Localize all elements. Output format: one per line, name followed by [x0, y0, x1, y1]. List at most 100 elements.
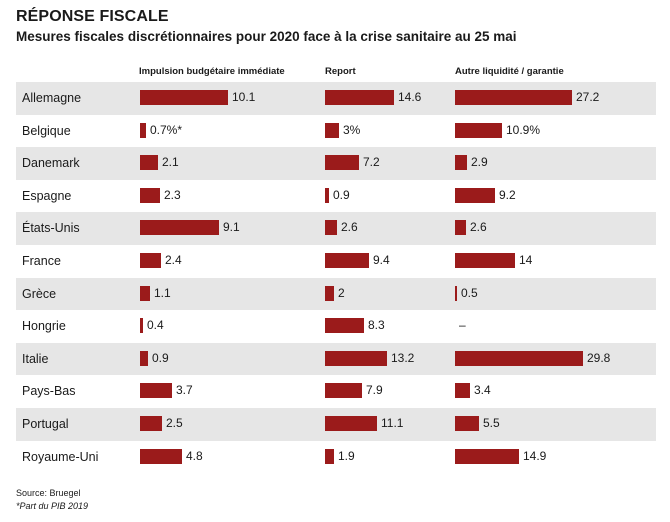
- bar-liquidite: [455, 122, 502, 138]
- value-label-impulsion: 0.7%*: [150, 122, 183, 137]
- bar-report: [325, 252, 369, 268]
- value-label-liquidite: 2.6: [470, 220, 487, 235]
- value-label-liquidite: 2.9: [471, 155, 488, 170]
- bar-liquidite: [455, 415, 479, 431]
- value-label-liquidite: 9.2: [499, 187, 516, 202]
- value-label-impulsion: 4.8: [186, 448, 203, 463]
- bar-report: [325, 285, 334, 301]
- value-label-report: 9.4: [373, 252, 390, 267]
- chart-rows: Allemagne 10.1 14.6 2 7.2 Belgique 0.7%* 3% 10.9…: [16, 82, 656, 473]
- value-label-report: 7.2: [363, 155, 380, 170]
- value-label-impulsion: 9.1: [223, 220, 240, 235]
- country-label: Hongrie: [22, 319, 66, 334]
- table-row: Grèce 1.1 2 0.5: [16, 277, 656, 311]
- value-label-liquidite: 3.4: [474, 383, 491, 398]
- country-label: France: [22, 253, 61, 268]
- bar-liquidite: [455, 252, 515, 268]
- bar-report: [325, 187, 329, 203]
- table-row: Danemark 2.1 7.2 2.9: [16, 147, 656, 180]
- value-label-liquidite: 10.9%: [506, 122, 541, 137]
- bar-liquidite: [455, 187, 495, 203]
- bar-report: [325, 383, 362, 399]
- bar-report: [325, 350, 387, 366]
- value-label-impulsion: 0.9: [152, 350, 169, 365]
- bar-impulsion: [140, 285, 150, 301]
- bar-liquidite: [455, 155, 467, 171]
- bar-report: [325, 448, 334, 464]
- value-label-liquidite: 5.5: [483, 415, 500, 430]
- bar-impulsion: [140, 415, 162, 431]
- table-row: États-Unis 9.1 2.6 2.6: [16, 212, 656, 245]
- footnote: *Part du PIB 2019: [16, 501, 89, 511]
- chart-title: RÉPONSE FISCALE: [16, 8, 169, 25]
- country-label: Danemark: [22, 156, 80, 171]
- bar-liquidite: [455, 448, 519, 464]
- value-label-report: 13.2: [391, 350, 415, 365]
- country-label: Royaume-Uni: [22, 449, 99, 464]
- bar-liquidite: [455, 285, 457, 301]
- bar-report: [325, 220, 337, 236]
- column-header-liquidite: Autre liquidité / garantie: [455, 66, 564, 77]
- value-label-liquidite: 14: [519, 252, 533, 267]
- bar-impulsion: [140, 187, 160, 203]
- value-label-impulsion: 2.4: [165, 252, 182, 267]
- bar-liquidite: [455, 220, 466, 236]
- table-row: Allemagne 10.1 14.6 27.2: [16, 82, 656, 115]
- table-row: France 2.4 9.4 14: [16, 245, 656, 278]
- bar-impulsion: [140, 350, 148, 366]
- table-row: Pays-Bas 3.7 7.9 3.4: [16, 375, 656, 408]
- value-label-report: 7.9: [366, 383, 383, 398]
- country-label: Belgique: [22, 123, 71, 138]
- bar-impulsion: [140, 448, 182, 464]
- country-label: Espagne: [22, 188, 72, 203]
- bar-impulsion: [140, 220, 219, 236]
- value-label-impulsion: 2.3: [164, 187, 181, 202]
- column-header-impulsion: Impulsion budgétaire immédiate: [139, 66, 285, 77]
- value-label-report: 8.3: [368, 318, 385, 333]
- value-label-report: 2: [338, 285, 345, 300]
- bar-report: [325, 318, 364, 334]
- bar-impulsion: [140, 318, 143, 334]
- value-label-impulsion: 2.1: [162, 155, 179, 170]
- value-label-liquidite: 29.8: [587, 350, 611, 365]
- source-note: Source: Bruegel: [16, 488, 81, 498]
- value-label-report: 14.6: [398, 90, 422, 104]
- table-row: Espagne 2.3 0.9 9.2: [16, 180, 656, 213]
- value-label-impulsion: 3.7: [176, 383, 193, 398]
- table-row: Royaume-Uni 4.8 1.9 14.9: [16, 441, 656, 474]
- country-label: Portugal: [22, 416, 69, 431]
- value-label-report: 0.9: [333, 187, 350, 202]
- country-label: Italie: [22, 351, 49, 366]
- value-label-report: 2.6: [341, 220, 358, 235]
- country-label: Grèce: [22, 286, 57, 301]
- bar-liquidite: [455, 350, 583, 366]
- value-label-liquidite: –: [459, 318, 466, 333]
- bar-liquidite: [455, 90, 572, 105]
- bar-impulsion: [140, 90, 228, 105]
- value-label-impulsion: 10.1: [232, 90, 256, 104]
- bar-impulsion: [140, 155, 158, 171]
- country-label: Allemagne: [22, 91, 82, 105]
- country-label: États-Unis: [22, 221, 80, 236]
- bar-report: [325, 415, 377, 431]
- bar-liquidite: [455, 383, 470, 399]
- value-label-impulsion: 2.5: [166, 415, 183, 430]
- value-label-impulsion: 0.4: [147, 318, 164, 333]
- value-label-liquidite: 0.5: [461, 285, 478, 300]
- table-row: Portugal 2.5 11.1 5.5: [16, 407, 656, 441]
- bar-impulsion: [140, 122, 146, 138]
- bar-impulsion: [140, 252, 161, 268]
- bar-report: [325, 155, 359, 171]
- bar-report: [325, 122, 339, 138]
- value-label-impulsion: 1.1: [154, 285, 171, 300]
- value-label-report: 11.1: [381, 415, 404, 430]
- value-label-report: 1.9: [338, 448, 355, 463]
- table-row: Hongrie 0.4 8.3 –: [16, 310, 656, 343]
- bar-report: [325, 90, 394, 105]
- column-header-report: Report: [325, 66, 356, 77]
- table-row: Italie 0.9 13.2 29.8: [16, 342, 656, 376]
- country-label: Pays-Bas: [22, 384, 76, 399]
- value-label-liquidite: 14.9: [523, 448, 547, 463]
- value-label-report: 3%: [343, 122, 361, 137]
- chart-subtitle: Mesures fiscales discrétionnaires pour 2…: [16, 29, 517, 44]
